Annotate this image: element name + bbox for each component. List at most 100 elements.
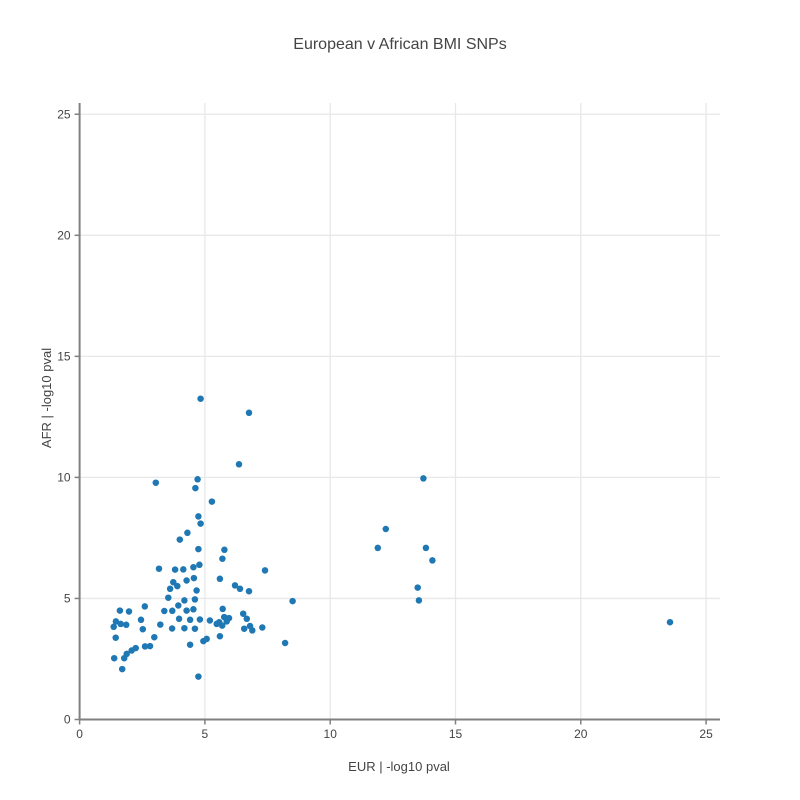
data-point[interactable]	[191, 625, 199, 632]
data-point[interactable]	[219, 555, 226, 562]
data-point[interactable]	[184, 529, 191, 537]
data-point[interactable]	[170, 578, 177, 586]
data-point[interactable]	[146, 642, 154, 650]
data-point[interactable]	[139, 625, 147, 633]
data-point[interactable]	[415, 597, 423, 604]
data-point[interactable]	[141, 643, 149, 650]
data-point[interactable]	[249, 627, 256, 634]
data-points	[110, 395, 674, 680]
y-tick-label: 15	[57, 350, 71, 364]
data-point[interactable]	[186, 641, 194, 648]
data-point[interactable]	[151, 633, 158, 641]
data-point[interactable]	[155, 565, 163, 572]
data-point[interactable]	[218, 622, 226, 629]
data-point[interactable]	[171, 566, 179, 573]
data-point[interactable]	[245, 409, 253, 417]
x-axis-title: EUR | -log10 pval	[348, 759, 450, 774]
data-point[interactable]	[175, 602, 182, 609]
data-point[interactable]	[112, 618, 120, 625]
data-point[interactable]	[196, 561, 203, 569]
data-point[interactable]	[193, 587, 200, 594]
data-point[interactable]	[122, 621, 130, 629]
data-point[interactable]	[176, 536, 184, 543]
data-point[interactable]	[666, 618, 674, 626]
x-tick-label: 20	[574, 727, 588, 741]
data-point[interactable]	[117, 620, 124, 628]
data-point[interactable]	[183, 577, 190, 584]
data-point[interactable]	[157, 621, 164, 628]
data-point[interactable]	[374, 544, 382, 552]
data-point[interactable]	[197, 395, 204, 402]
data-point[interactable]	[125, 608, 133, 615]
data-point[interactable]	[243, 615, 251, 623]
data-point[interactable]	[261, 567, 269, 574]
data-point[interactable]	[420, 475, 427, 482]
data-point[interactable]	[235, 461, 243, 468]
y-tick-label: 5	[64, 592, 71, 606]
data-point[interactable]	[259, 624, 266, 631]
data-point[interactable]	[223, 618, 230, 625]
data-point[interactable]	[191, 596, 199, 603]
data-point[interactable]	[245, 587, 253, 595]
data-point[interactable]	[118, 665, 126, 673]
data-point[interactable]	[161, 607, 168, 615]
chart-title: European v African BMI SNPs	[293, 36, 506, 53]
data-point[interactable]	[168, 625, 176, 632]
data-point[interactable]	[112, 634, 119, 641]
data-point[interactable]	[190, 606, 197, 613]
data-point[interactable]	[195, 673, 202, 680]
data-point[interactable]	[195, 545, 202, 553]
data-point[interactable]	[203, 635, 210, 643]
data-point[interactable]	[208, 498, 216, 505]
data-point[interactable]	[219, 605, 226, 613]
data-point[interactable]	[194, 476, 201, 483]
tick-marks	[74, 113, 707, 725]
data-point[interactable]	[216, 632, 224, 640]
data-point[interactable]	[175, 615, 183, 623]
data-point[interactable]	[240, 625, 248, 632]
data-point[interactable]	[166, 585, 174, 593]
x-tick-labels: 0 5 10 15 20 25	[76, 727, 713, 741]
data-point[interactable]	[231, 582, 239, 589]
data-point[interactable]	[414, 584, 421, 591]
data-point[interactable]	[382, 525, 390, 533]
data-point[interactable]	[196, 616, 204, 623]
data-point[interactable]	[192, 484, 199, 492]
x-tick-label: 0	[76, 727, 83, 741]
data-point[interactable]	[195, 513, 202, 520]
data-point[interactable]	[281, 639, 289, 647]
data-point[interactable]	[216, 575, 224, 583]
data-point[interactable]	[206, 617, 214, 624]
data-point[interactable]	[190, 574, 198, 582]
data-point[interactable]	[110, 654, 118, 662]
data-point[interactable]	[422, 544, 430, 552]
data-point[interactable]	[169, 607, 176, 615]
data-point[interactable]	[116, 607, 124, 614]
y-tick-labels: 0 5 10 15 20 25	[57, 107, 71, 726]
data-point[interactable]	[289, 597, 296, 605]
data-point[interactable]	[120, 654, 128, 662]
data-point[interactable]	[239, 610, 247, 617]
data-point[interactable]	[152, 479, 160, 486]
data-point[interactable]	[110, 623, 117, 631]
plot-area[interactable]	[79, 103, 721, 720]
data-point[interactable]	[132, 644, 139, 652]
data-point[interactable]	[236, 585, 244, 593]
data-point[interactable]	[429, 557, 436, 564]
data-point[interactable]	[137, 616, 145, 624]
data-point[interactable]	[221, 546, 228, 554]
data-point[interactable]	[181, 597, 188, 604]
data-point[interactable]	[190, 563, 197, 571]
data-point[interactable]	[141, 603, 149, 610]
x-tick-label: 15	[449, 727, 463, 741]
data-point[interactable]	[186, 616, 194, 624]
data-point[interactable]	[181, 624, 188, 632]
data-point[interactable]	[165, 594, 172, 601]
y-tick-label: 10	[57, 471, 71, 485]
data-point[interactable]	[174, 582, 181, 590]
data-point[interactable]	[183, 607, 190, 614]
y-tick-label: 0	[64, 713, 71, 727]
data-point[interactable]	[197, 520, 204, 527]
data-point[interactable]	[180, 566, 187, 573]
